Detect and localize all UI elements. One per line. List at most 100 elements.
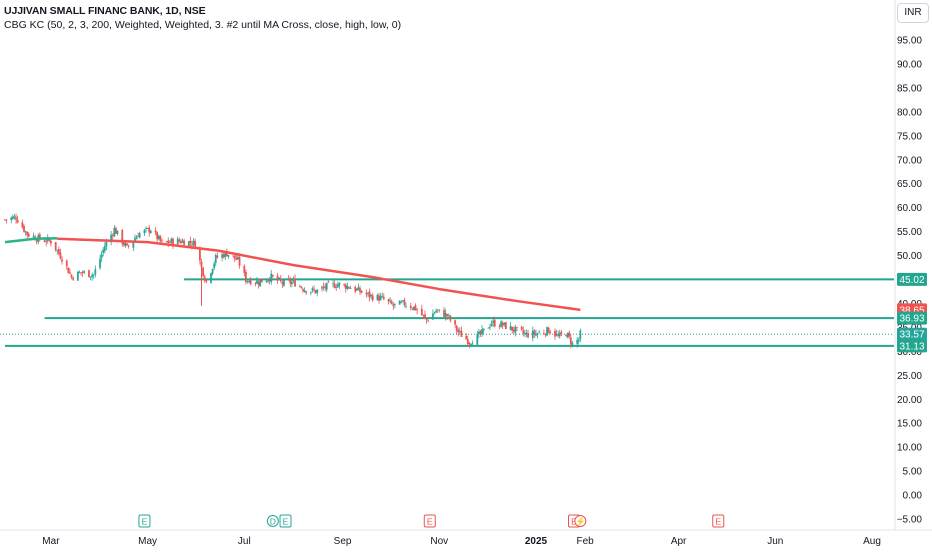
- candle-body: [78, 272, 81, 273]
- y-tick-label: 25.00: [897, 371, 922, 382]
- candle-body: [80, 272, 82, 274]
- candle-body: [222, 254, 225, 258]
- candle-body: [259, 280, 262, 287]
- candle-body: [444, 312, 447, 317]
- candle-body: [501, 323, 504, 326]
- candle-body: [382, 296, 385, 300]
- candle-body: [172, 238, 174, 245]
- candle-body: [390, 301, 393, 304]
- candle-body: [122, 242, 125, 246]
- candle-body: [555, 333, 558, 336]
- candle-body: [414, 305, 417, 310]
- candle-body: [199, 247, 201, 261]
- candle-body: [300, 286, 303, 289]
- candle-body: [21, 222, 24, 228]
- candle-body: [332, 283, 334, 284]
- candle-body: [191, 244, 193, 246]
- candle-body: [533, 330, 536, 335]
- candle-body: [558, 332, 561, 337]
- green-ma-line: [4, 237, 58, 244]
- candle-body: [170, 238, 173, 243]
- candle-body: [460, 330, 463, 337]
- candle-body: [371, 295, 374, 301]
- candle-body: [94, 269, 97, 275]
- candle-body: [571, 342, 574, 346]
- candle-body: [227, 254, 230, 257]
- y-tick-label: 0.00: [903, 491, 923, 502]
- candle-body: [482, 328, 485, 331]
- candle-body: [246, 280, 249, 282]
- y-tick-label: 50.00: [897, 251, 922, 262]
- candle-body: [113, 227, 116, 237]
- event-marker-letter: E: [142, 517, 148, 527]
- candle-body: [368, 291, 371, 298]
- candle-body: [61, 259, 63, 262]
- candle-body: [566, 332, 569, 338]
- candle-body: [69, 272, 71, 274]
- candle-body: [544, 333, 547, 335]
- indicator-label[interactable]: CBG KC (50, 2, 3, 200, Weighted, Weighte…: [4, 19, 402, 31]
- candle-body: [99, 258, 101, 269]
- candle-body: [178, 239, 181, 242]
- y-tick-label: 85.00: [897, 83, 922, 94]
- candle-body: [16, 219, 19, 223]
- candle-body: [436, 309, 439, 311]
- candle-body: [13, 216, 16, 218]
- candle-body: [189, 240, 192, 244]
- y-tick-label: −5.00: [897, 515, 923, 526]
- candle-body: [54, 242, 57, 251]
- candle-body: [565, 335, 567, 337]
- candle-body: [416, 309, 418, 311]
- candle-body: [91, 274, 94, 277]
- currency-button[interactable]: INR: [897, 3, 929, 23]
- candle-body: [477, 331, 480, 335]
- candle-body: [83, 271, 86, 273]
- candle-body: [321, 287, 323, 289]
- event-marker-letter: E: [283, 517, 289, 527]
- price-tag-label: 33.57: [899, 330, 924, 341]
- candle-body: [401, 300, 404, 302]
- candle-body: [167, 240, 170, 244]
- candle-body: [105, 242, 108, 247]
- candle-body: [487, 327, 490, 329]
- candle-body: [67, 267, 70, 274]
- candle-body: [305, 291, 308, 293]
- candle-body: [309, 291, 312, 293]
- candle-body: [311, 288, 314, 291]
- event-marker-letter: E: [715, 517, 721, 527]
- candle-body: [290, 281, 293, 285]
- candle-body: [554, 330, 556, 337]
- event-marker-letter: ⚡: [575, 517, 586, 528]
- candle-body: [557, 334, 560, 336]
- x-tick-label: Feb: [576, 536, 594, 547]
- candle-body: [271, 275, 274, 277]
- candle-body: [348, 287, 350, 289]
- candle-body: [56, 250, 59, 251]
- candle-body: [289, 279, 292, 284]
- candle-body: [156, 231, 159, 240]
- candle-body: [413, 306, 415, 310]
- y-tick-label: 5.00: [903, 467, 923, 478]
- candle-body: [221, 254, 224, 258]
- candle-body: [135, 236, 138, 240]
- candle-body: [360, 290, 363, 293]
- candle-body: [443, 310, 445, 317]
- candle-body: [267, 280, 269, 282]
- candle-body: [314, 290, 317, 294]
- candle-body: [124, 243, 127, 246]
- candle-body: [110, 234, 113, 243]
- candle-body: [479, 330, 482, 335]
- candle-body: [235, 258, 238, 260]
- candle-body: [276, 275, 279, 281]
- candle-body: [393, 303, 396, 305]
- symbol-title[interactable]: UJJIVAN SMALL FINANC BANK, 1D, NSE: [4, 5, 206, 17]
- candle-body: [389, 300, 392, 302]
- event-marker-letter: D: [270, 517, 276, 527]
- event-marker-bg: [423, 514, 436, 528]
- candle-body: [216, 255, 219, 258]
- candle-body: [457, 330, 460, 333]
- candle-body: [146, 228, 149, 229]
- candle-body: [81, 271, 84, 273]
